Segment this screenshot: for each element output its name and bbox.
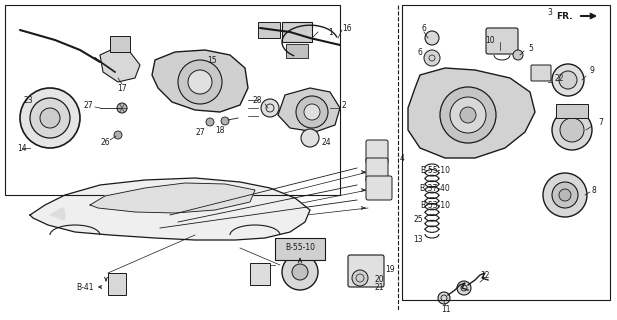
Circle shape <box>352 270 368 286</box>
Polygon shape <box>408 68 535 158</box>
FancyBboxPatch shape <box>556 104 588 118</box>
Text: 22: 22 <box>555 74 565 83</box>
Text: 9: 9 <box>590 66 595 75</box>
Text: 8: 8 <box>592 186 597 195</box>
Text: 7: 7 <box>598 117 603 126</box>
Circle shape <box>559 189 571 201</box>
Circle shape <box>178 60 222 104</box>
Circle shape <box>559 71 577 89</box>
Polygon shape <box>100 48 140 82</box>
Circle shape <box>457 281 471 295</box>
Circle shape <box>188 70 212 94</box>
Circle shape <box>425 31 439 45</box>
Circle shape <box>543 173 587 217</box>
Text: 5: 5 <box>528 44 533 52</box>
Text: 16: 16 <box>342 23 352 33</box>
FancyBboxPatch shape <box>108 273 126 295</box>
Text: 28: 28 <box>252 95 262 105</box>
Circle shape <box>292 264 308 280</box>
Bar <box>5 5 340 195</box>
Text: 27: 27 <box>83 100 93 109</box>
FancyBboxPatch shape <box>286 44 308 58</box>
Text: B-41: B-41 <box>76 283 94 292</box>
Circle shape <box>221 117 229 125</box>
Text: 23: 23 <box>23 95 33 105</box>
FancyBboxPatch shape <box>366 176 392 200</box>
Circle shape <box>552 64 584 96</box>
Circle shape <box>296 96 328 128</box>
Text: 14: 14 <box>17 143 27 153</box>
Polygon shape <box>90 183 255 213</box>
Polygon shape <box>278 88 340 132</box>
Text: 1: 1 <box>328 28 333 36</box>
Text: FR.: FR. <box>557 12 573 20</box>
Text: 6: 6 <box>421 23 426 33</box>
Text: 20: 20 <box>375 275 384 284</box>
Circle shape <box>301 129 319 147</box>
Circle shape <box>206 118 214 126</box>
Bar <box>402 5 610 300</box>
FancyBboxPatch shape <box>366 158 388 182</box>
Text: 24: 24 <box>322 138 331 147</box>
Text: 17: 17 <box>117 84 127 92</box>
Circle shape <box>304 104 320 120</box>
Circle shape <box>261 99 279 117</box>
FancyBboxPatch shape <box>250 263 270 285</box>
Text: 2: 2 <box>342 100 347 109</box>
FancyBboxPatch shape <box>110 36 130 52</box>
Polygon shape <box>30 178 310 240</box>
Circle shape <box>552 110 592 150</box>
Text: B 37-40: B 37-40 <box>420 183 450 193</box>
Text: 25: 25 <box>413 215 423 225</box>
Text: 10: 10 <box>485 36 495 44</box>
Text: B-53-10: B-53-10 <box>420 202 450 211</box>
Circle shape <box>513 50 523 60</box>
Text: 11: 11 <box>441 306 451 315</box>
Text: 13: 13 <box>413 236 423 244</box>
Text: 3: 3 <box>547 7 552 17</box>
Text: 6: 6 <box>418 47 423 57</box>
Circle shape <box>30 98 70 138</box>
Circle shape <box>117 103 127 113</box>
FancyBboxPatch shape <box>348 255 384 287</box>
FancyBboxPatch shape <box>275 238 325 260</box>
Circle shape <box>20 88 80 148</box>
Text: 19: 19 <box>385 266 395 275</box>
Circle shape <box>552 182 578 208</box>
Polygon shape <box>152 50 248 112</box>
Text: 27: 27 <box>195 127 205 137</box>
Text: 12: 12 <box>480 270 490 279</box>
FancyBboxPatch shape <box>531 65 551 81</box>
Text: B-55-10: B-55-10 <box>420 165 450 174</box>
Text: 4: 4 <box>400 154 405 163</box>
FancyBboxPatch shape <box>282 22 312 42</box>
Circle shape <box>424 50 440 66</box>
Circle shape <box>450 97 486 133</box>
Circle shape <box>440 87 496 143</box>
Circle shape <box>438 292 450 304</box>
Circle shape <box>114 131 122 139</box>
FancyBboxPatch shape <box>486 28 518 54</box>
Circle shape <box>560 118 584 142</box>
FancyBboxPatch shape <box>258 22 280 38</box>
Text: 26: 26 <box>100 138 110 147</box>
FancyBboxPatch shape <box>366 140 388 164</box>
Circle shape <box>282 254 318 290</box>
Text: 18: 18 <box>215 125 225 134</box>
Text: 21: 21 <box>375 284 384 292</box>
Circle shape <box>40 108 60 128</box>
Wedge shape <box>50 207 65 220</box>
Text: B-55-10: B-55-10 <box>285 244 315 252</box>
Text: 15: 15 <box>207 55 217 65</box>
Circle shape <box>460 107 476 123</box>
